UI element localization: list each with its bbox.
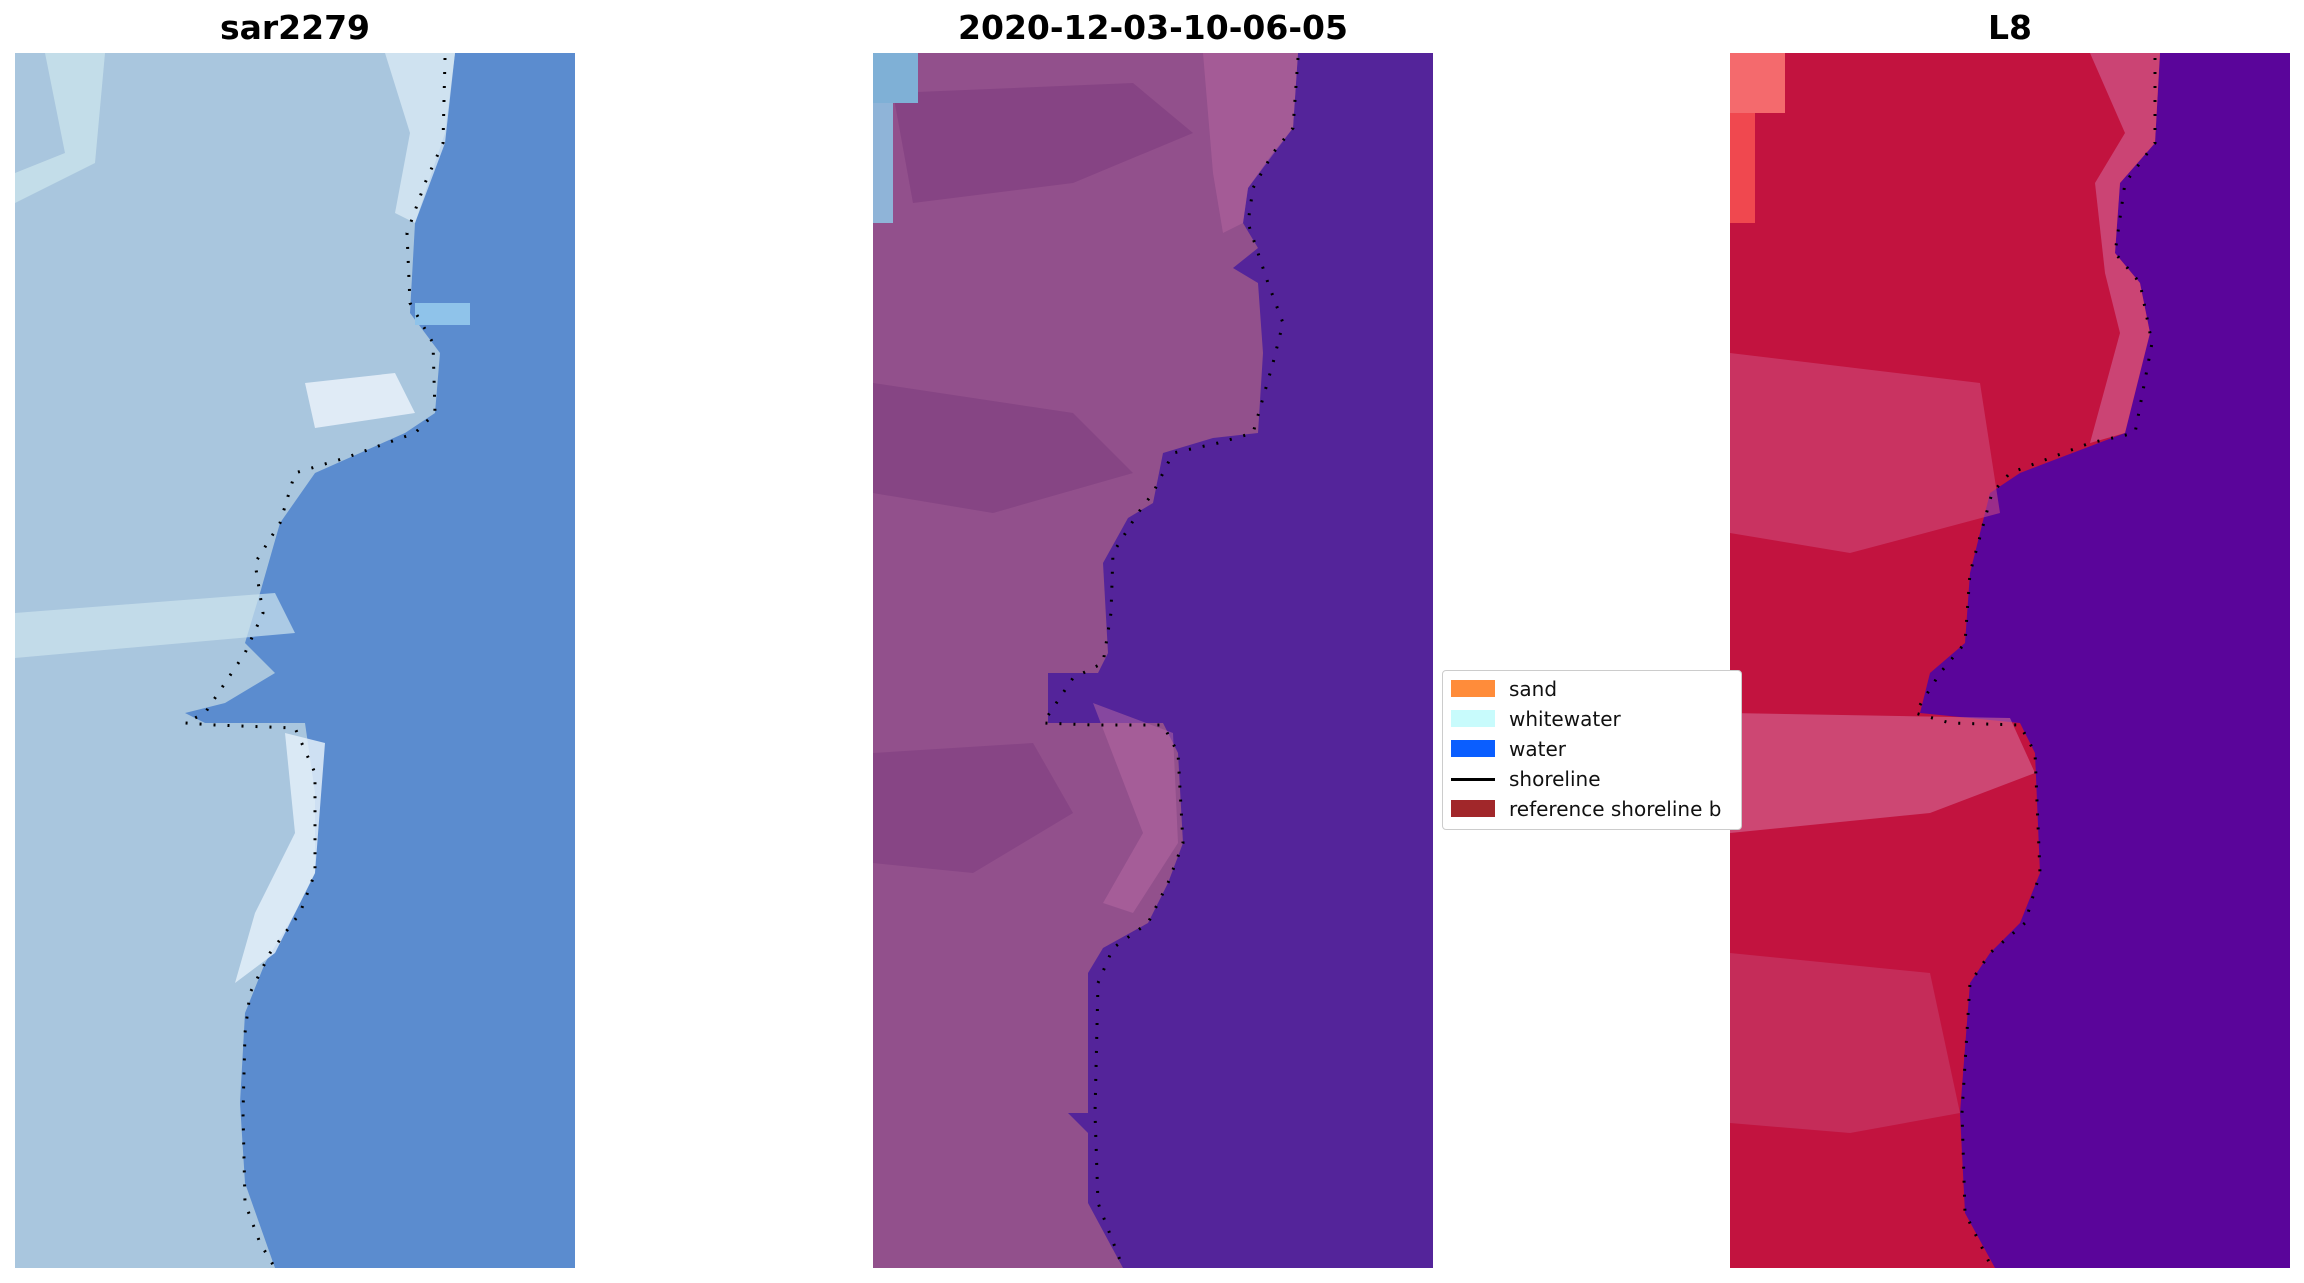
sar-whitewater-band-2: [305, 373, 415, 428]
sar-land-area: [15, 53, 455, 1268]
sar-bright-patch: [415, 303, 470, 325]
legend-swatch-reference-shoreline: [1451, 800, 1495, 817]
legend-item-whitewater: whitewater: [1443, 704, 1741, 734]
l8-shoreline: [1912, 58, 2157, 1268]
panel-title-date: 2020-12-03-10-06-05: [958, 8, 1348, 47]
legend-line-shoreline: [1451, 778, 1495, 781]
l8-corner-patch: [1730, 53, 1785, 113]
sar-whitewater-band-5: [15, 53, 105, 203]
l8-land-pink-zone-2: [1730, 713, 2035, 833]
legend-item-reference-shoreline: reference shoreline b: [1443, 794, 1741, 824]
panel-title-sar: sar2279: [219, 8, 371, 47]
l8-land-pink-zone-1: [1730, 353, 2000, 553]
rgb-land-darker-2: [873, 383, 1133, 513]
rgb-land-darker-1: [893, 83, 1193, 203]
legend-item-shoreline: shoreline: [1443, 764, 1741, 794]
legend-item-sand: sand: [1443, 674, 1741, 704]
image-panel-sar: [15, 53, 575, 1268]
image-panel-l8: [1730, 53, 2290, 1268]
rgb-corner-patch-2: [873, 103, 893, 223]
legend-swatch-sand: [1451, 680, 1495, 697]
l8-land-light-edge: [2090, 53, 2160, 443]
legend-label-whitewater: whitewater: [1509, 707, 1621, 731]
legend-label-shoreline: shoreline: [1509, 767, 1601, 791]
legend-label-sand: sand: [1509, 677, 1558, 701]
sar-whitewater-band-3: [15, 593, 295, 658]
l8-corner-patch-2: [1730, 113, 1755, 223]
legend: sand whitewater water shoreline referenc…: [1442, 670, 1742, 830]
sar-whitewater-band-1: [385, 53, 455, 223]
legend-swatch-whitewater: [1451, 710, 1495, 727]
l8-land-pink-zone-3: [1730, 953, 1960, 1133]
panel-title-l8: L8: [1988, 8, 2032, 47]
legend-label-water: water: [1509, 737, 1566, 761]
sar-whitewater-band-4: [235, 733, 325, 983]
legend-item-water: water: [1443, 734, 1741, 764]
legend-swatch-water: [1451, 740, 1495, 757]
image-panel-date: [873, 53, 1433, 1268]
rgb-land-pink-edge: [1203, 53, 1298, 233]
rgb-land-area: [873, 53, 1298, 1268]
legend-label-reference-shoreline: reference shoreline b: [1509, 797, 1722, 821]
rgb-land-darker-3: [873, 743, 1073, 873]
rgb-land-pink-edge-2: [1093, 703, 1178, 913]
rgb-corner-patch: [873, 53, 918, 103]
